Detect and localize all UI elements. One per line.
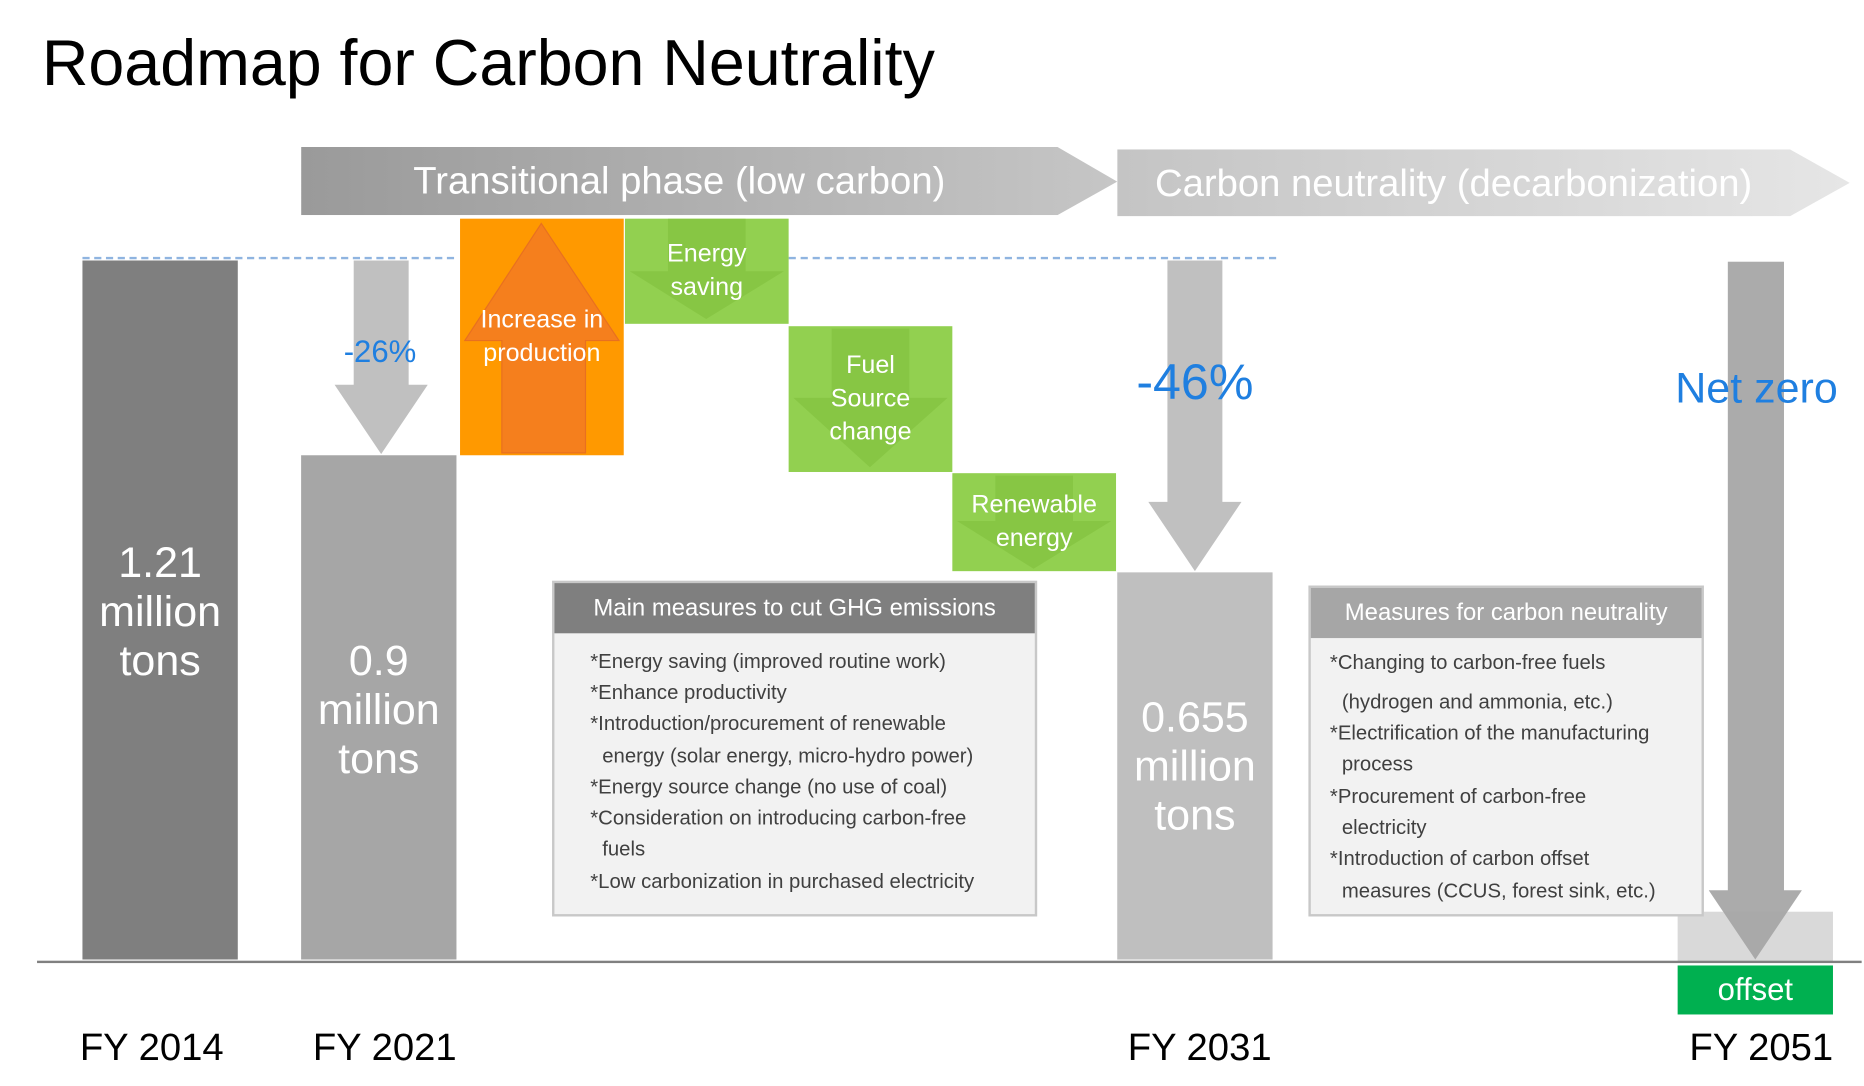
bar-fy2021: 0.9 million tons (301, 455, 457, 960)
ghg-measures-panel: Main measures to cut GHG emissions *Ener… (552, 580, 1038, 917)
measure-item: *Consideration on introducing carbon-fre… (590, 806, 967, 830)
measure-item: process (1341, 752, 1414, 776)
factor-label: Renewable (971, 491, 1097, 519)
factor-label: Increase in (480, 305, 604, 334)
phase-label: Transitional phase (low carbon) (413, 158, 946, 202)
baseline-axis (37, 960, 1862, 964)
factor-label: Energy (667, 240, 747, 268)
bar-unit: million (1133, 740, 1256, 790)
phase-banner-neutrality: Carbon neutrality (decarbonization) (1117, 149, 1850, 217)
year-label: FY 2051 (1689, 1025, 1834, 1069)
measure-item: *Introduction of carbon offset (1329, 847, 1590, 870)
arrow-down-icon (957, 475, 1112, 569)
factor-label: energy (995, 524, 1073, 553)
arrow-down-icon (629, 218, 784, 320)
reference-dashed-line (82, 256, 455, 260)
measure-item: *Enhance productivity (590, 681, 787, 704)
factor-fuel-source-change: Fuel Source change (788, 326, 953, 472)
arrow-down-icon (793, 328, 948, 468)
year-label: FY 2014 (79, 1025, 224, 1069)
measure-item: electricity (1341, 816, 1427, 839)
measure-item: *Changing to carbon-free fuels (1329, 651, 1606, 674)
reduction-arrow-down-icon (1148, 260, 1242, 572)
neutrality-measures-panel: Measures for carbon neutrality *Changing… (1308, 585, 1704, 917)
measure-item: energy (solar energy, micro-hydro power) (602, 744, 974, 768)
year-label: FY 2021 (312, 1025, 457, 1069)
page-title: Roadmap for Carbon Neutrality (41, 27, 935, 100)
bar-unit: million (99, 586, 222, 636)
measure-item: *Procurement of carbon-free (1329, 785, 1587, 808)
bar-unit: million (317, 684, 440, 734)
measure-item: *Introduction/procurement of renewable (590, 712, 946, 735)
bar-unit: tons (119, 635, 201, 685)
measure-item: *Electrification of the manufacturing (1329, 721, 1650, 745)
reduction-arrow-down-icon (334, 260, 428, 455)
phase-label: Carbon neutrality (decarbonization) (1154, 160, 1753, 204)
factor-renewable-energy: Renewable energy (952, 473, 1117, 572)
measure-item: measures (CCUS, forest sink, etc.) (1341, 879, 1656, 903)
factor-label: Fuel (846, 351, 895, 379)
offset-badge: offset (1677, 965, 1833, 1015)
net-zero-label: Net zero (1675, 363, 1838, 413)
bar-fy2014: 1.21 million tons (82, 260, 238, 960)
factor-energy-saving: Energy saving (624, 218, 789, 324)
measure-item: fuels (602, 837, 646, 861)
factor-label: change (829, 418, 912, 446)
measure-item: *Energy saving (improved routine work) (590, 650, 946, 673)
bar-unit: tons (1154, 789, 1236, 839)
bar-value: 0.9 (348, 635, 409, 685)
factor-label: production (483, 339, 601, 367)
factor-increase-production: Increase in production (460, 218, 624, 456)
panel-header: Measures for carbon neutrality (1310, 587, 1702, 639)
reduction-26-label: -26% (343, 333, 417, 370)
bar-value: 0.655 (1141, 691, 1249, 741)
bar-value: 1.21 (118, 537, 202, 587)
measure-item: *Low carbonization in purchased electric… (590, 869, 975, 893)
reduction-46-label: -46% (1136, 353, 1254, 410)
measure-item: (hydrogen and ammonia, etc.) (1341, 690, 1613, 714)
reference-dashed-line (788, 256, 1277, 260)
factor-label: saving (670, 273, 744, 302)
measure-item: *Energy source change (no use of coal) (590, 775, 948, 799)
panel-header: Main measures to cut GHG emissions (554, 583, 1035, 634)
net-zero-arrow-down-icon (1708, 261, 1802, 960)
phase-banner-transitional: Transitional phase (low carbon) (301, 146, 1118, 216)
bar-unit: tons (338, 733, 420, 783)
arrow-up-icon (463, 222, 621, 454)
factor-label: Source (830, 384, 911, 413)
year-label: FY 2031 (1127, 1025, 1272, 1069)
bar-fy2031: 0.655 million tons (1117, 572, 1273, 960)
